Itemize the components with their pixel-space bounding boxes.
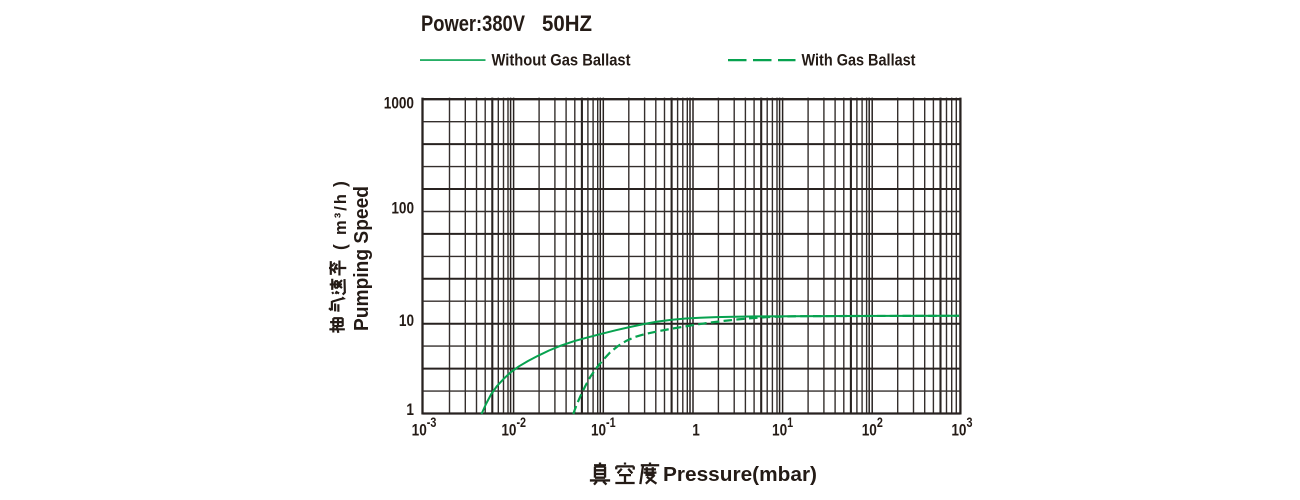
svg-text:Power:380V: Power:380V [421, 11, 525, 36]
svg-text:m³/h: m³/h [332, 194, 350, 235]
svg-text:): ) [330, 181, 350, 187]
svg-text:10: 10 [399, 312, 414, 331]
svg-text:100: 100 [391, 199, 414, 218]
svg-text:(: ( [330, 244, 350, 250]
svg-text:Without Gas Ballast: Without Gas Ballast [492, 51, 631, 70]
svg-text:Pressure(mbar): Pressure(mbar) [663, 464, 817, 486]
svg-text:With Gas Ballast: With Gas Ballast [802, 51, 916, 70]
svg-text:1: 1 [406, 401, 414, 420]
svg-text:50HZ: 50HZ [542, 11, 592, 36]
svg-text:1000: 1000 [384, 94, 414, 113]
svg-text:1: 1 [692, 421, 700, 440]
svg-text:Pumping Speed: Pumping Speed [350, 186, 373, 331]
